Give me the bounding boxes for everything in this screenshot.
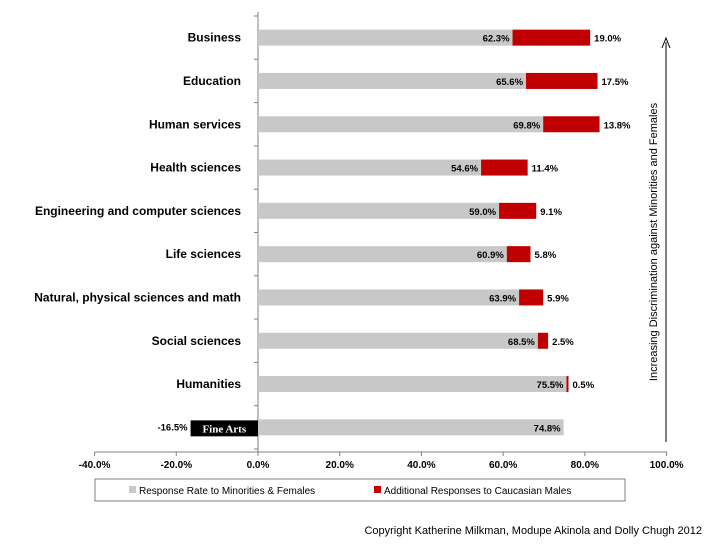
bar-additional-7: [537, 332, 549, 349]
category-label: Social sciences: [152, 334, 242, 348]
bar-base-0: [258, 29, 513, 46]
bar-additional-8: [566, 376, 569, 393]
data-label-base: 68.5%: [508, 337, 535, 348]
bar-base-9: [258, 419, 564, 436]
side-arrow-head: [661, 36, 671, 49]
data-label-base: 54.6%: [451, 164, 478, 175]
bar-additional-2: [543, 116, 600, 133]
bar-base-4: [258, 202, 500, 219]
data-label-base: 75.5%: [537, 380, 564, 391]
value-axis-tick-label: 40.0%: [407, 460, 435, 471]
data-label-base: 63.9%: [489, 293, 516, 304]
category-label: Engineering and computer sciences: [35, 204, 241, 218]
bar-additional-4: [499, 202, 537, 219]
category-label: Business: [188, 31, 242, 45]
bar-base-8: [258, 376, 567, 393]
bar-base-7: [258, 332, 538, 349]
bar-base-2: [258, 116, 544, 133]
bar-base-5: [258, 246, 507, 263]
bar-additional-5: [506, 246, 531, 263]
category-label: Fine Arts: [202, 423, 246, 435]
value-axis-tick-label: 0.0%: [247, 460, 270, 471]
bar-additional-0: [512, 29, 591, 46]
data-label-additional: 0.5%: [573, 380, 595, 391]
value-axis-tick-label: -20.0%: [160, 460, 192, 471]
data-label-additional: 17.5%: [602, 77, 629, 88]
data-label-base: 62.3%: [483, 34, 510, 45]
data-label-additional: 19.0%: [594, 34, 621, 45]
legend-label-additional: Additional Responses to Caucasian Males: [384, 486, 571, 497]
value-axis-tick-label: 60.0%: [489, 460, 517, 471]
bar-additional-9: [190, 420, 258, 437]
data-label-base: 60.9%: [477, 250, 504, 261]
data-label-additional: 5.9%: [547, 293, 569, 304]
category-label: Humanities: [176, 377, 241, 391]
legend-swatch-base: [129, 486, 136, 493]
data-label-base: 74.8%: [534, 423, 561, 434]
data-label-additional: -16.5%: [157, 422, 188, 433]
value-axis-tick-label: 100.0%: [650, 460, 684, 471]
data-label-base: 65.6%: [496, 77, 523, 88]
bar-base-1: [258, 72, 527, 89]
bar-additional-6: [519, 289, 544, 306]
data-label-additional: 5.8%: [535, 250, 557, 261]
data-label-base: 59.0%: [469, 207, 496, 218]
legend-label-base: Response Rate to Minorities & Females: [139, 486, 315, 497]
legend-swatch-additional: [374, 486, 381, 493]
value-axis-tick-label: 80.0%: [571, 460, 599, 471]
value-axis-tick-label: 20.0%: [326, 460, 354, 471]
data-label-additional: 11.4%: [532, 164, 559, 175]
category-label: Health sciences: [150, 161, 241, 175]
category-label: Natural, physical sciences and math: [34, 290, 241, 304]
legend-box: [94, 478, 626, 502]
copyright-text: Copyright Katherine Milkman, Modupe Akin…: [364, 525, 702, 537]
data-label-additional: 9.1%: [540, 207, 562, 218]
bar-additional-3: [481, 159, 528, 176]
bar-base-6: [258, 289, 520, 306]
bar-additional-1: [526, 72, 598, 89]
category-label: Life sciences: [166, 247, 242, 261]
data-label-additional: 2.5%: [552, 337, 574, 348]
bar-base-3: [258, 159, 482, 176]
data-label-base: 69.8%: [513, 120, 540, 131]
category-label: Education: [183, 74, 241, 88]
data-label-additional: 13.8%: [604, 120, 631, 131]
side-title: Increasing Discrimination against Minori…: [648, 102, 660, 381]
category-label: Human services: [149, 117, 241, 131]
value-axis-tick-label: -40.0%: [79, 460, 111, 471]
